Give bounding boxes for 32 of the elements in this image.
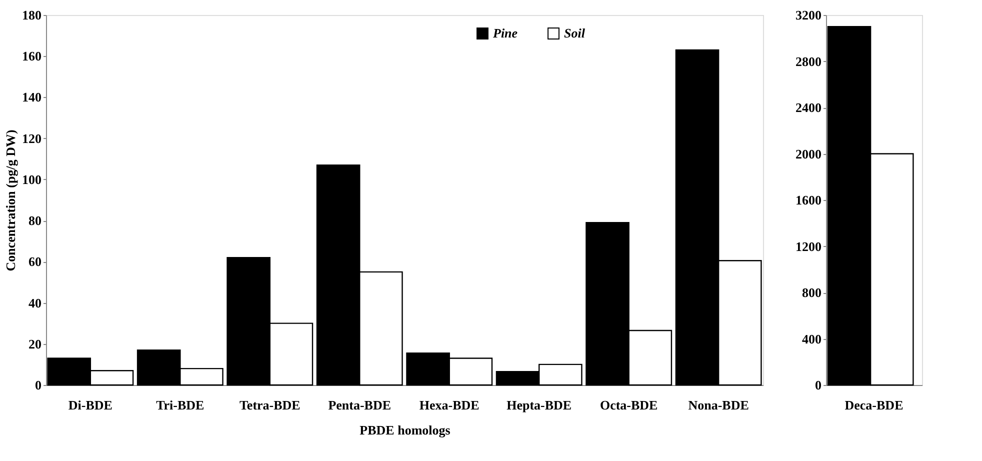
y-axis-title: Concentration (pg/g DW) <box>3 130 18 272</box>
y-tick-label: 180 <box>22 8 42 22</box>
legend-label: Pine <box>493 26 518 41</box>
y-tick-label: 1200 <box>796 238 822 254</box>
x-tick-label: Hexa-BDE <box>419 398 480 412</box>
y-tick-label: 60 <box>28 254 42 270</box>
x-tick-label: Di-BDE <box>68 398 112 412</box>
legend-label: Soil <box>564 26 586 41</box>
y-tick-label: 40 <box>28 295 42 310</box>
y-tick-label: 100 <box>22 172 42 187</box>
x-tick-label: Tri-BDE <box>156 398 204 412</box>
x-tick-label: Deca-BDE <box>844 398 904 412</box>
y-tick-label: 0 <box>815 378 822 392</box>
y-tick-label: 800 <box>802 285 822 300</box>
y-tick-label: 120 <box>22 130 42 146</box>
y-tick-label: 20 <box>28 336 42 352</box>
x-tick-label: Octa-BDE <box>600 398 658 412</box>
y-tick-label: 2800 <box>796 54 822 69</box>
y-tick-label: 140 <box>22 90 42 105</box>
y-tick-label: 400 <box>802 331 822 346</box>
y-tick-label: 1600 <box>796 192 822 208</box>
y-tick-label: 80 <box>28 213 42 228</box>
x-tick-label: Hepta-BDE <box>506 398 572 412</box>
y-tick-label: 2400 <box>796 100 822 115</box>
y-tick-label: 0 <box>35 378 42 392</box>
x-axis-title: PBDE homologs <box>360 422 450 438</box>
x-tick-label: Tetra-BDE <box>239 398 300 412</box>
y-tick-label: 2000 <box>796 146 822 162</box>
x-tick-label: Penta-BDE <box>328 398 392 412</box>
y-tick-label: 160 <box>22 48 42 64</box>
x-tick-label: Nona-BDE <box>688 398 749 412</box>
y-tick-label: 3200 <box>796 8 822 22</box>
